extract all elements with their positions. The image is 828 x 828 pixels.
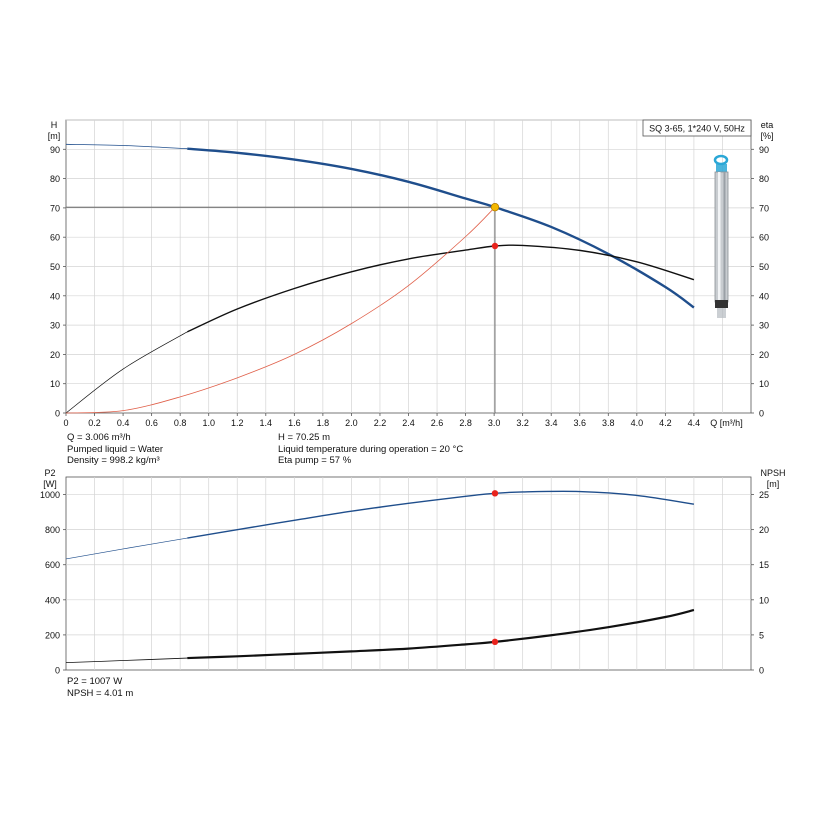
density-value: Density = 998.2 kg/m³ bbox=[67, 455, 160, 466]
x-tick-label: 4.0 bbox=[631, 418, 644, 428]
y-tick-label: 40 bbox=[50, 291, 60, 301]
y-tick-label: 200 bbox=[45, 630, 60, 640]
y2-tick-label: 15 bbox=[759, 560, 769, 570]
y-axis-unit: [W] bbox=[43, 479, 57, 489]
y-axis-unit: [m] bbox=[48, 131, 61, 141]
x-tick-label: 4.4 bbox=[688, 418, 701, 428]
x-tick-label: 3.6 bbox=[573, 418, 586, 428]
y2-axis-unit: [m] bbox=[767, 479, 780, 489]
x-tick-label: 0.8 bbox=[174, 418, 187, 428]
y2-tick-label: 20 bbox=[759, 350, 769, 360]
npsh-curve-thin bbox=[65, 657, 188, 664]
npsh-value: NPSH = 4.01 m bbox=[67, 687, 134, 699]
y2-axis-title: NPSH bbox=[760, 468, 785, 478]
y-tick-label: 10 bbox=[50, 379, 60, 389]
flow-value: Q = 3.006 m³/h bbox=[67, 432, 131, 443]
p2-operating-marker bbox=[491, 490, 499, 497]
y-tick-label: 30 bbox=[50, 321, 60, 331]
y2-axis-unit: [%] bbox=[760, 131, 773, 141]
head-curve bbox=[187, 147, 695, 309]
y2-tick-label: 0 bbox=[759, 409, 764, 419]
pumped-liquid: Pumped liquid = Water bbox=[67, 443, 164, 455]
npsh-curve bbox=[187, 608, 695, 660]
y2-tick-label: 70 bbox=[759, 203, 769, 213]
eta-curve-thin bbox=[65, 331, 188, 414]
title-box bbox=[642, 119, 752, 137]
p2-curve bbox=[187, 490, 695, 539]
npsh-operating-marker bbox=[491, 638, 499, 646]
y2-tick-label: 10 bbox=[759, 379, 769, 389]
y2-tick-label: 50 bbox=[759, 262, 769, 272]
y-tick-label: 0 bbox=[55, 666, 60, 676]
head-value: H = 70.25 m bbox=[278, 432, 331, 443]
x-tick-label: 0 bbox=[63, 418, 68, 428]
operating-point-marker bbox=[490, 202, 500, 212]
y2-tick-label: 30 bbox=[759, 321, 769, 331]
x-tick-label: 3.0 bbox=[488, 418, 501, 428]
chart-title: SQ 3-65, 1*240 V, 50Hz bbox=[649, 124, 745, 134]
y-axis-title: P2 bbox=[44, 468, 55, 478]
x-tick-label: 2.0 bbox=[345, 418, 358, 428]
y2-tick-label: 25 bbox=[759, 490, 769, 500]
x-tick-label: 4.2 bbox=[659, 418, 672, 428]
y-tick-label: 800 bbox=[45, 525, 60, 535]
eta-operating-marker bbox=[491, 242, 499, 250]
x-tick-label: 3.2 bbox=[516, 418, 529, 428]
x-axis-label: Q [m³/h] bbox=[710, 418, 743, 428]
x-tick-label: 1.8 bbox=[317, 418, 330, 428]
x-tick-label: 2.8 bbox=[459, 418, 472, 428]
x-tick-label: 2.4 bbox=[402, 418, 415, 428]
y-axis-title: H bbox=[51, 120, 58, 130]
y2-tick-label: 10 bbox=[759, 595, 769, 605]
liquid-temperature: Liquid temperature during operation = 20… bbox=[278, 443, 464, 455]
eta-pump-value: Eta pump = 57 % bbox=[278, 455, 352, 466]
y-tick-label: 20 bbox=[50, 350, 60, 360]
submersible-pump-image bbox=[713, 154, 729, 318]
x-tick-label: 0.6 bbox=[145, 418, 158, 428]
eta-curve bbox=[187, 244, 695, 333]
x-tick-label: 3.8 bbox=[602, 418, 615, 428]
y-tick-label: 60 bbox=[50, 233, 60, 243]
system-curve bbox=[65, 206, 496, 414]
y2-tick-label: 90 bbox=[759, 145, 769, 155]
power-info: P2 = 1007 W NPSH = 4.01 m bbox=[67, 676, 133, 699]
x-tick-label: 2.2 bbox=[374, 418, 387, 428]
y2-axis-title: eta bbox=[761, 120, 774, 130]
y-tick-label: 80 bbox=[50, 174, 60, 184]
y2-tick-label: 5 bbox=[759, 630, 764, 640]
y2-tick-label: 60 bbox=[759, 233, 769, 243]
x-tick-label: 3.4 bbox=[545, 418, 558, 428]
y-tick-label: 1000 bbox=[40, 490, 60, 500]
x-tick-label: 0.2 bbox=[88, 418, 101, 428]
x-tick-label: 2.6 bbox=[431, 418, 444, 428]
y2-tick-label: 20 bbox=[759, 525, 769, 535]
x-tick-label: 1.0 bbox=[202, 418, 215, 428]
p2-curve-thin bbox=[65, 537, 188, 560]
y-tick-label: 600 bbox=[45, 560, 60, 570]
power-npsh-chart: 0 200 400 600 800 1000 0 5 10 15 20 25 P2[W] NPSH[m] bbox=[40, 468, 786, 676]
p2-value: P2 = 1007 W bbox=[67, 676, 123, 687]
y-tick-label: 400 bbox=[45, 595, 60, 605]
y-tick-label: 50 bbox=[50, 262, 60, 272]
y2-tick-label: 0 bbox=[759, 666, 764, 676]
y-tick-label: 0 bbox=[55, 409, 60, 419]
x-tick-label: 0.4 bbox=[117, 418, 130, 428]
x-tick-label: 1.4 bbox=[260, 418, 273, 428]
operating-info-left: Q = 3.006 m³/h Pumped liquid = Water Den… bbox=[67, 432, 163, 467]
operating-info-right: H = 70.25 m Liquid temperature during op… bbox=[278, 432, 463, 467]
head-curve-thin bbox=[65, 143, 188, 150]
y-tick-label: 70 bbox=[50, 203, 60, 213]
x-tick-label: 1.2 bbox=[231, 418, 244, 428]
y2-tick-label: 40 bbox=[759, 291, 769, 301]
y-tick-label: 90 bbox=[50, 145, 60, 155]
x-tick-label: 1.6 bbox=[288, 418, 301, 428]
y2-tick-label: 80 bbox=[759, 174, 769, 184]
